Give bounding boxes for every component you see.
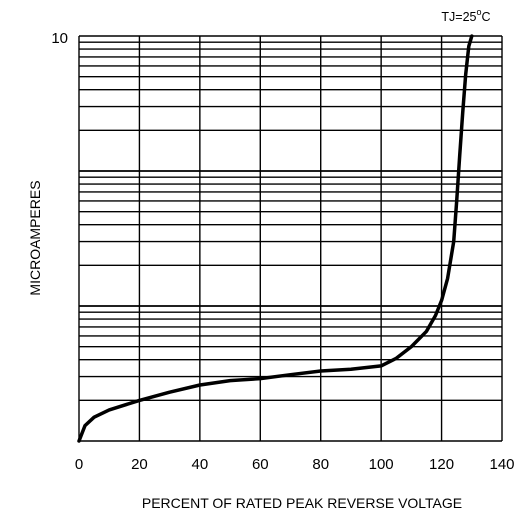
x-tick-label: 40 (192, 456, 209, 473)
x-tick-label: 60 (252, 456, 269, 473)
x-tick-label: 80 (312, 456, 329, 473)
tick-labels: 0 20 40 60 80 100 120 140 (75, 456, 515, 473)
grid-lines (78, 35, 503, 442)
y-tick-label-top: 10 (51, 30, 68, 47)
x-tick-label: 100 (369, 456, 394, 473)
x-tick-label: 120 (429, 456, 454, 473)
series-line (77, 34, 474, 443)
x-tick-label: 0 (75, 456, 83, 473)
x-axis-label: PERCENT OF RATED PEAK REVERSE VOLTAGE (142, 495, 462, 511)
x-tick-label: 20 (131, 456, 148, 473)
temperature-annotation: TJ=25oC (441, 7, 490, 24)
y-axis-label: MICROAMPERES (27, 180, 43, 295)
x-tick-label: 140 (489, 456, 514, 473)
